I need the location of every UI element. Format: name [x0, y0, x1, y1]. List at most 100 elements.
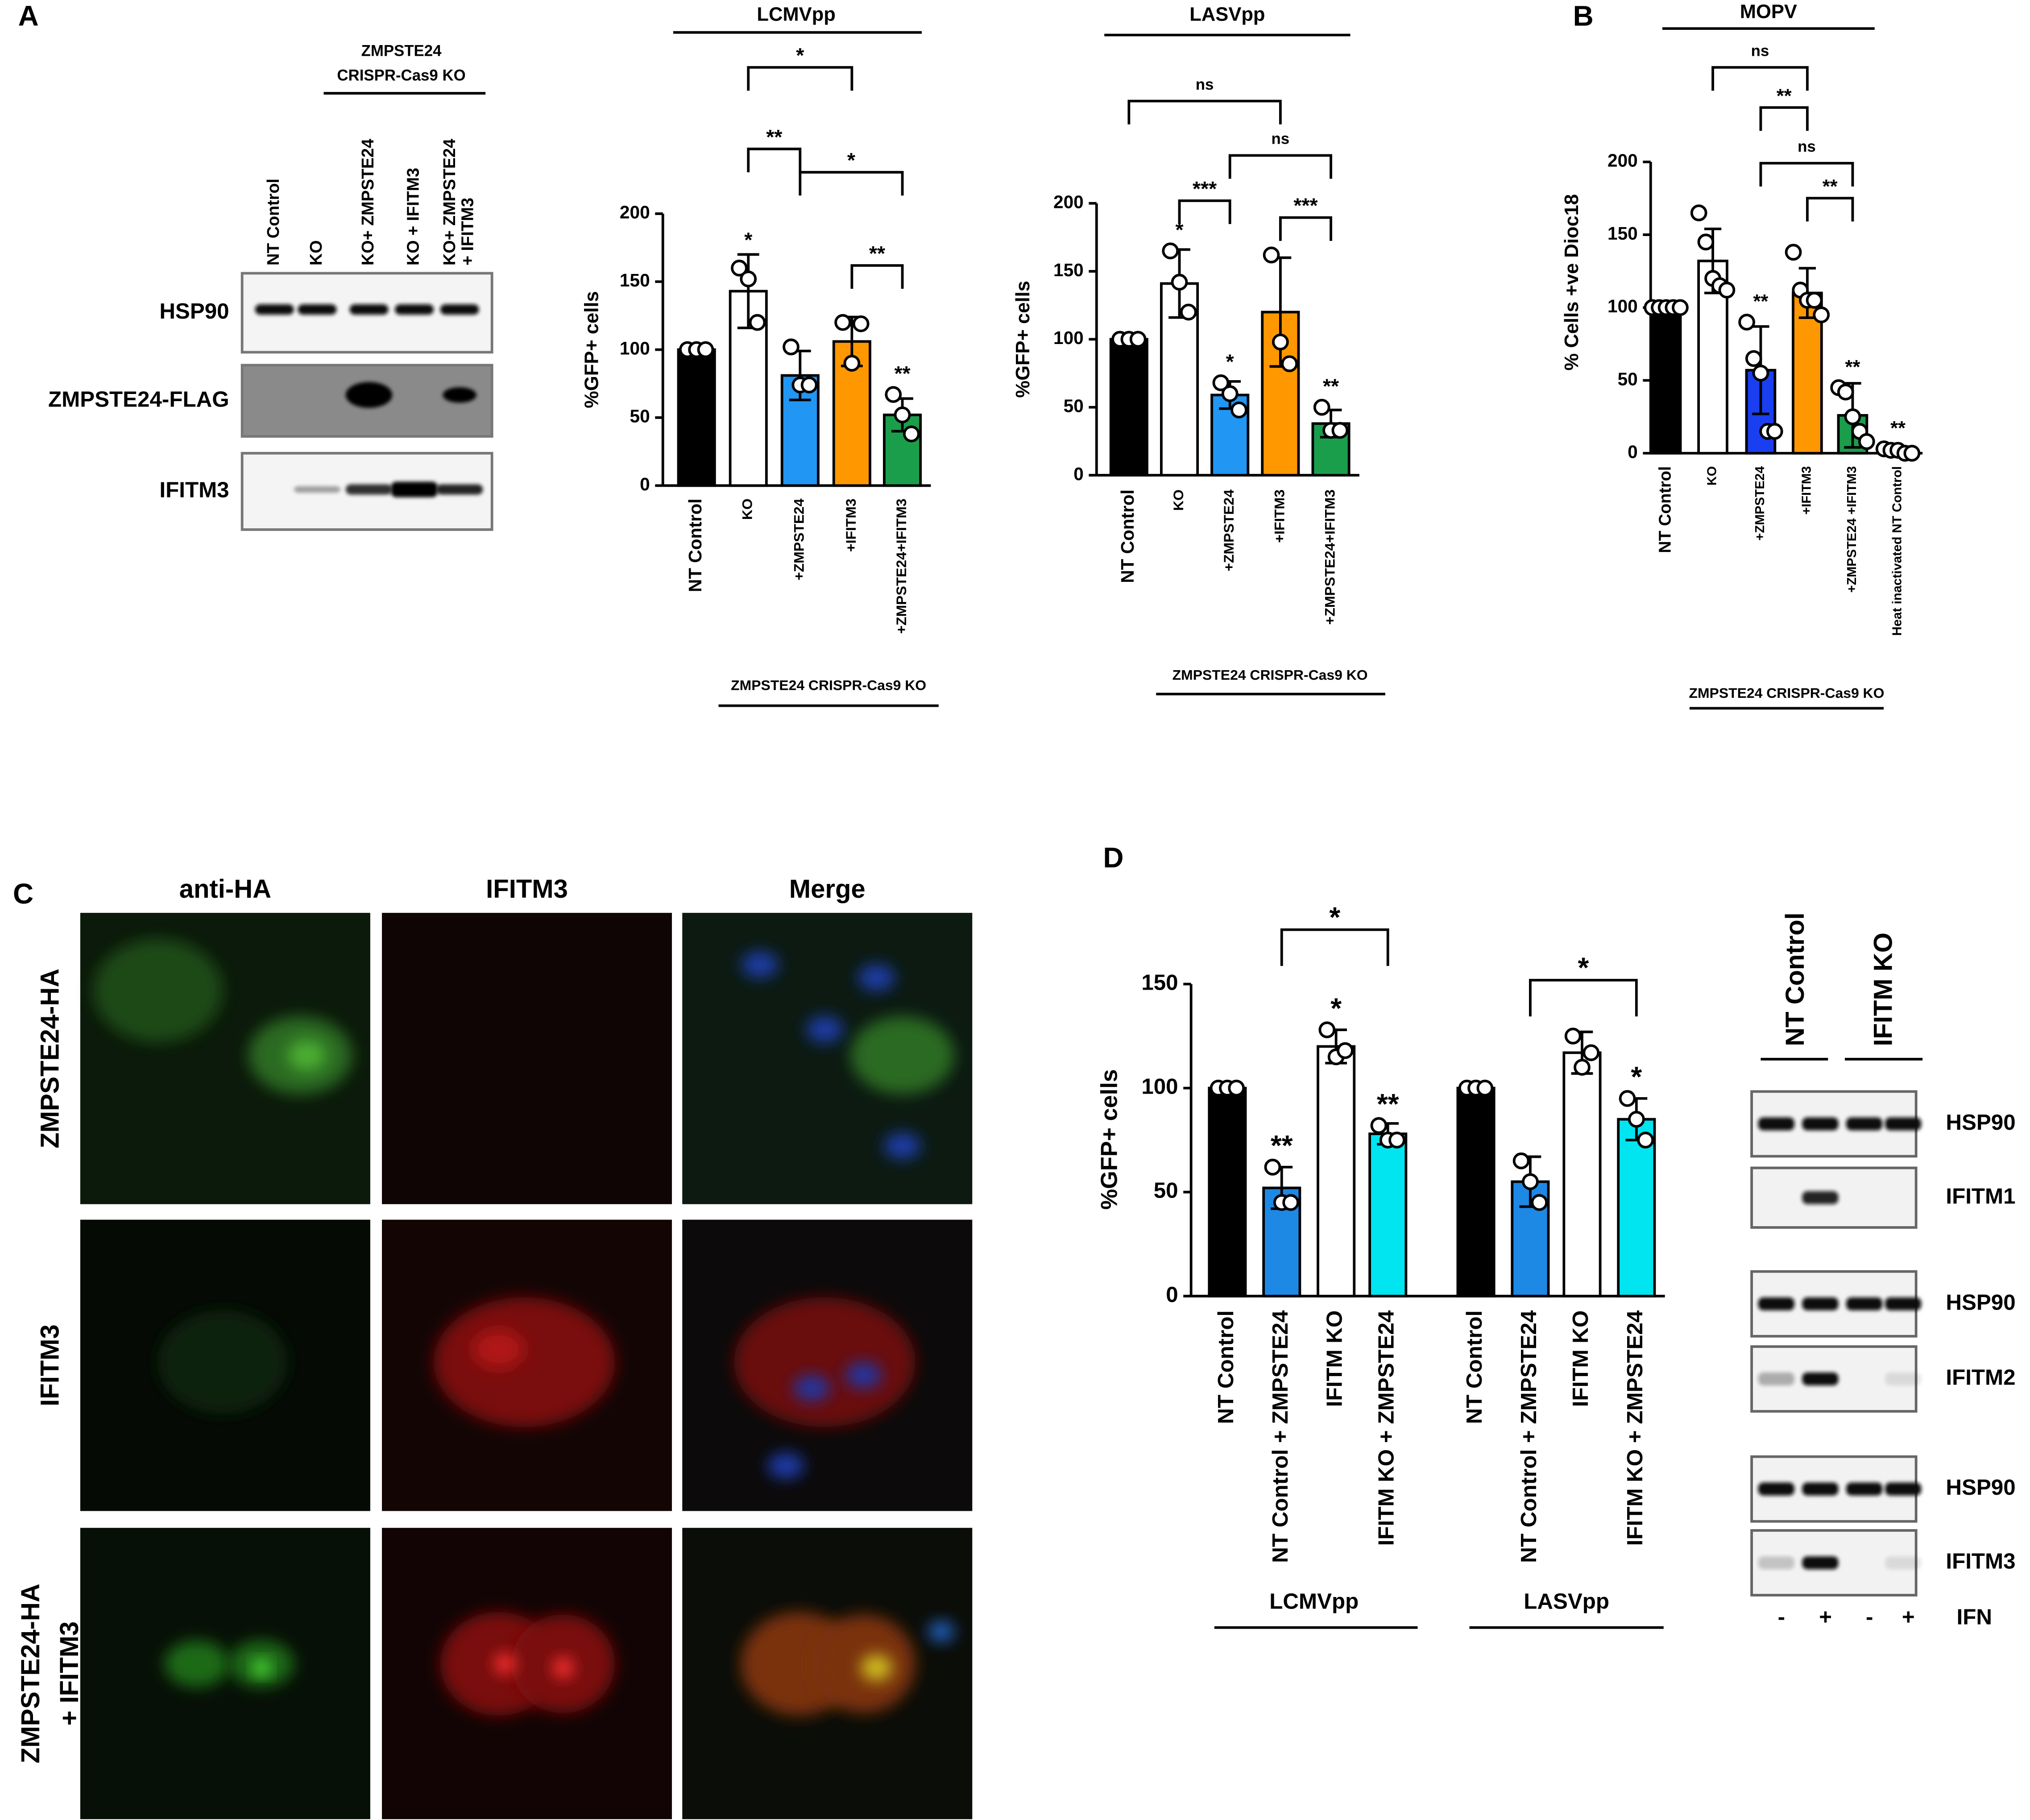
- data-point: [1337, 1042, 1354, 1059]
- data-point: [1129, 331, 1147, 348]
- data-point: [1263, 246, 1280, 264]
- cell-signal: [553, 1657, 574, 1678]
- x-tick-label: IFITM KO + ZMPSTE24: [1623, 1310, 1647, 1546]
- blot-band: [1885, 1297, 1922, 1310]
- x-tick-label: +IFITM3: [843, 498, 859, 552]
- x-tick-label: NT Control: [1214, 1310, 1238, 1424]
- blot-band: [345, 382, 393, 408]
- cell-signal: [434, 1297, 615, 1427]
- data-point: [1766, 423, 1783, 440]
- comparison-bracket: [1228, 154, 1332, 179]
- significance: *: [1175, 218, 1184, 241]
- data-point: [1476, 1079, 1494, 1097]
- data-point: [1785, 244, 1802, 261]
- blot-band: [1802, 1117, 1839, 1131]
- y-tick-label: 50: [1064, 395, 1084, 416]
- cell-signal: [793, 1375, 830, 1401]
- comparison-label: ns: [1196, 76, 1214, 93]
- blot-row-label: ZMPSTE24-FLAG: [48, 387, 229, 411]
- comparison-label: **: [766, 125, 783, 149]
- comparison-label: ***: [1293, 194, 1318, 217]
- data-point: [1313, 398, 1330, 416]
- y-tick-label: 150: [1053, 260, 1084, 280]
- data-point: [1531, 1194, 1548, 1211]
- comparison-label: *: [847, 149, 856, 172]
- blot-band: [1802, 1372, 1839, 1386]
- blot-band: [1885, 1372, 1922, 1386]
- blot-band: [436, 484, 483, 495]
- chart-title: LASVpp: [1189, 4, 1265, 25]
- group-label: LCMVpp: [1269, 1589, 1359, 1614]
- data-point: [1806, 292, 1823, 309]
- comparison-bracket: [1759, 106, 1809, 131]
- y-tick-label: 50: [1154, 1178, 1178, 1203]
- cell-signal: [164, 1640, 229, 1687]
- data-point: [834, 314, 851, 331]
- blot-band: [294, 486, 341, 493]
- x-tick-label: +ZMPSTE24+IFITM3: [893, 498, 909, 634]
- blot-band: [1885, 1556, 1922, 1570]
- data-point: [1672, 299, 1689, 316]
- cell-signal: [253, 1660, 269, 1676]
- x-tick-label: NT Control: [685, 498, 705, 592]
- y-tick-label: 0: [640, 474, 650, 494]
- lane-label: KO+ ZMPSTE24: [440, 139, 459, 265]
- data-point: [1221, 385, 1239, 402]
- y-tick-label: 100: [620, 338, 650, 358]
- chart-title: MOPV: [1740, 1, 1797, 23]
- y-tick-label: 200: [1607, 150, 1638, 171]
- cell-signal: [93, 938, 223, 1043]
- significance: **: [1845, 357, 1860, 378]
- lane-label: IFITM KO: [1868, 933, 1897, 1046]
- x-tick-label: KO: [739, 498, 755, 520]
- blot-band: [1885, 1117, 1922, 1131]
- comparison-bracket: [1806, 197, 1854, 222]
- cell-signal: [472, 1330, 525, 1369]
- data-point: [843, 355, 861, 372]
- data-point: [1858, 433, 1875, 450]
- blot-band: [395, 304, 434, 315]
- comparison-bracket: [1178, 199, 1231, 224]
- row-label: ZMPSTE24-HA: [35, 969, 64, 1148]
- y-tick-label: 50: [630, 406, 650, 427]
- data-point: [1388, 1132, 1405, 1149]
- data-point: [1745, 350, 1762, 367]
- bar: [1650, 306, 1682, 455]
- x-tick-label: +IFITM3: [1800, 466, 1814, 515]
- bar: [1109, 338, 1148, 477]
- significance: **: [894, 362, 911, 385]
- x-tick-label: +ZMPSTE24 +IFITM3: [1845, 466, 1859, 593]
- blot-band: [440, 304, 479, 315]
- treatment-label: +: [1819, 1604, 1832, 1629]
- blot-band: [255, 304, 294, 315]
- blot-header: ZMPSTE24: [361, 42, 442, 59]
- cell-signal: [928, 1621, 954, 1642]
- x-tick-label: NT Control + ZMPSTE24: [1516, 1310, 1541, 1563]
- panel-label: C: [13, 878, 33, 910]
- blot-row-label: HSP90: [1946, 1110, 2015, 1135]
- y-tick-label: 200: [1053, 191, 1084, 212]
- cell-signal: [767, 1452, 804, 1479]
- chart-title: LCMVpp: [757, 4, 835, 25]
- blot-band: [349, 304, 389, 315]
- y-tick-label: 150: [620, 270, 650, 290]
- x-tick-label: +IFITM3: [1271, 489, 1287, 543]
- lane-label: + IFITM3: [458, 198, 476, 265]
- y-tick-label: 150: [1607, 223, 1638, 244]
- significance: **: [1753, 291, 1768, 312]
- x-tick-label: IFITM KO: [1568, 1310, 1593, 1407]
- comparison-bracket: [850, 264, 904, 289]
- cell-signal: [494, 1653, 515, 1675]
- x-tick-label: IFITM KO: [1322, 1310, 1347, 1407]
- blot-band: [1758, 1297, 1794, 1310]
- y-tick-label: 0: [1073, 464, 1084, 484]
- comparison-label: **: [869, 242, 886, 265]
- data-point: [1637, 1132, 1654, 1149]
- data-point: [1180, 303, 1197, 321]
- column-header: Merge: [789, 875, 866, 904]
- y-axis-label: %GFP+ cells: [1012, 281, 1034, 398]
- data-point: [1628, 1111, 1645, 1128]
- data-point: [1619, 1090, 1636, 1107]
- significance: **: [1890, 418, 1906, 439]
- comparison-bracket: [1127, 99, 1282, 124]
